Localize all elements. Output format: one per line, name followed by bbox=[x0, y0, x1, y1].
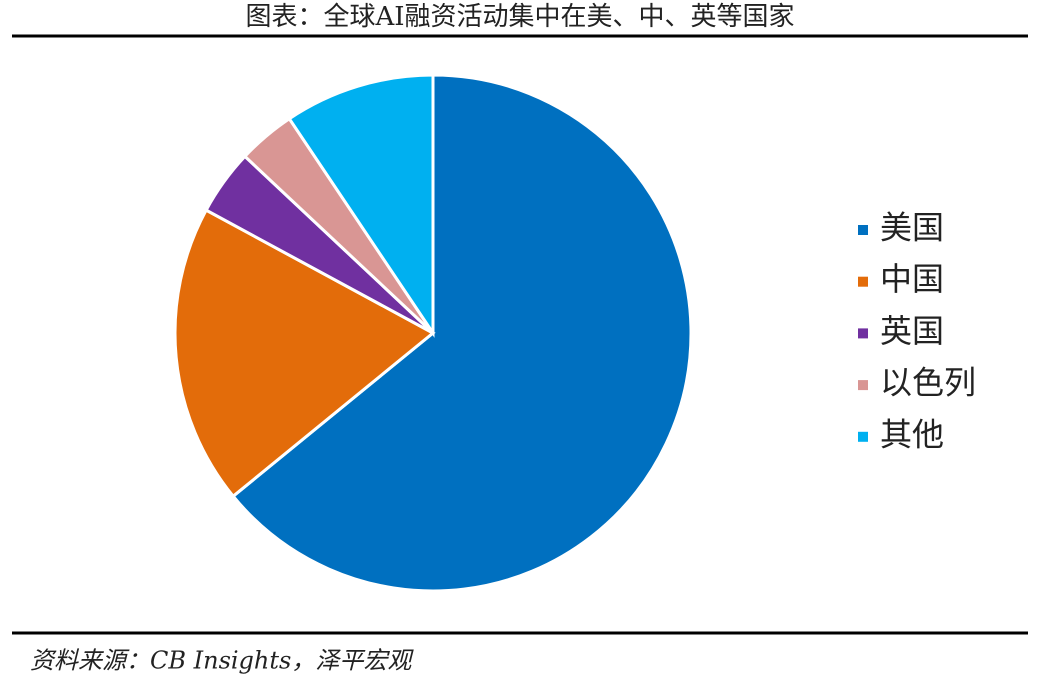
chart-title: 图表：全球AI融资活动集中在美、中、英等国家 bbox=[245, 2, 794, 32]
pie-slice bbox=[287, 73, 435, 338]
legend-label: 英国 bbox=[880, 312, 944, 350]
legend-label: 其他 bbox=[880, 415, 944, 453]
legend-swatch bbox=[858, 380, 868, 391]
legend-label: 中国 bbox=[880, 260, 944, 298]
legend-label: 以色列 bbox=[880, 364, 976, 402]
legend-swatch bbox=[858, 276, 868, 287]
pie-slice bbox=[231, 73, 693, 593]
legend-swatch bbox=[858, 328, 868, 339]
legend-swatch bbox=[858, 225, 868, 235]
source-note: 资料来源：CB Insights，泽平宏观 bbox=[30, 647, 414, 675]
legend-label: 美国 bbox=[880, 209, 944, 247]
pie-slice bbox=[173, 208, 436, 499]
legend-swatch bbox=[858, 431, 868, 442]
